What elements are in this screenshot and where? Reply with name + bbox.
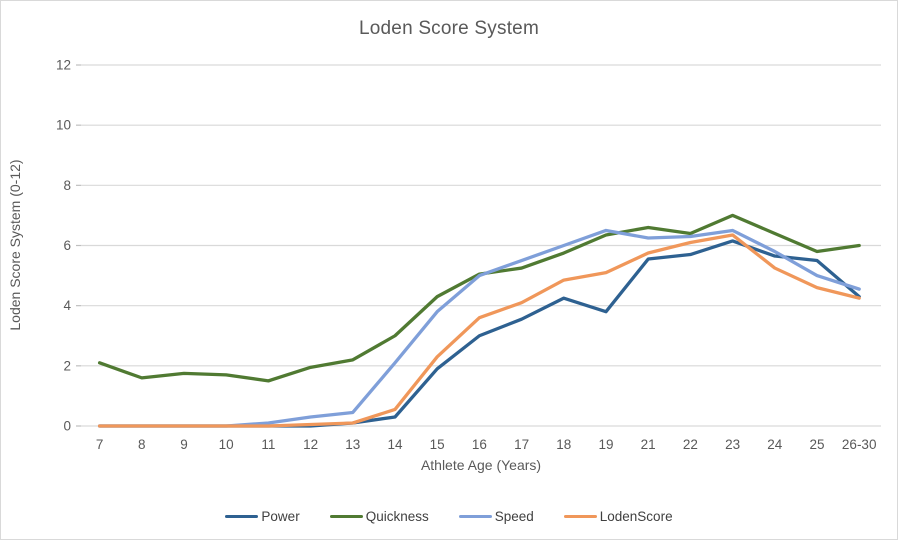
series-line-quickness[interactable] <box>97 213 861 383</box>
x-tick-label: 17 <box>514 437 529 452</box>
x-tick-label: 19 <box>598 437 613 452</box>
legend-swatch-speed <box>458 514 492 519</box>
legend-label: Speed <box>494 509 534 524</box>
series-line-lodenscore[interactable] <box>97 233 861 428</box>
x-tick-label: 9 <box>180 437 188 452</box>
x-tick-label: 18 <box>556 437 571 452</box>
chart-title: Loden Score System <box>359 18 539 39</box>
legend-swatch-power <box>225 514 259 519</box>
x-axis-title: Athlete Age (Years) <box>420 457 542 473</box>
legend-swatch-lodenscore <box>563 514 597 519</box>
x-tick-label: 12 <box>303 437 318 452</box>
x-tick-label: 26-30 <box>842 437 877 452</box>
legend-label: LodenScore <box>599 509 673 524</box>
x-tick-label: 25 <box>809 437 824 452</box>
legend-item-power[interactable]: Power <box>225 509 300 524</box>
chart-legend: Power Quickness Speed LodenScore <box>1 509 897 524</box>
x-tick-label: 15 <box>430 437 445 452</box>
x-tick-label: 11 <box>261 437 275 452</box>
y-tick-label: 12 <box>56 58 71 73</box>
x-tick-label: 16 <box>472 437 487 452</box>
y-tick-label: 2 <box>63 358 71 373</box>
legend-swatch-quickness <box>329 514 363 519</box>
x-tick-label: 22 <box>683 437 698 452</box>
legend-item-quickness[interactable]: Quickness <box>329 509 429 524</box>
x-tick-label: 14 <box>387 437 403 452</box>
legend-label: Quickness <box>365 509 429 524</box>
y-tick-label: 6 <box>63 238 71 253</box>
x-tick-label: 24 <box>767 437 783 452</box>
series-line-power[interactable] <box>97 239 861 428</box>
x-tick-label: 21 <box>641 437 656 452</box>
series-line-speed[interactable] <box>97 228 861 428</box>
x-tick-label: 10 <box>219 437 234 452</box>
x-tick-label: 13 <box>345 437 360 452</box>
x-tick-label: 8 <box>138 437 146 452</box>
legend-item-lodenscore[interactable]: LodenScore <box>563 509 673 524</box>
legend-item-speed[interactable]: Speed <box>458 509 534 524</box>
legend-label: Power <box>261 509 300 524</box>
y-tick-label: 4 <box>63 298 71 313</box>
y-tick-label: 8 <box>63 178 71 193</box>
x-tick-label: 7 <box>96 437 104 452</box>
y-tick-label: 0 <box>63 419 71 434</box>
y-tick-label: 10 <box>56 118 71 133</box>
x-tick-label: 23 <box>725 437 740 452</box>
